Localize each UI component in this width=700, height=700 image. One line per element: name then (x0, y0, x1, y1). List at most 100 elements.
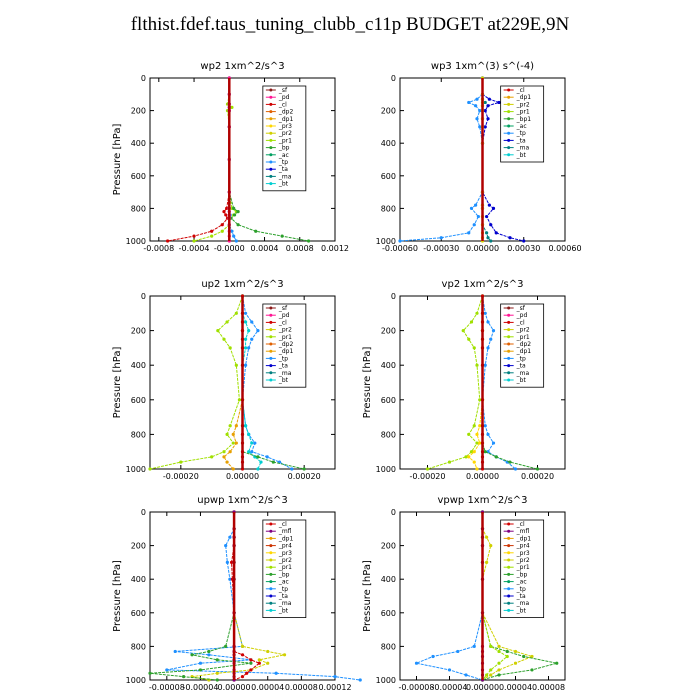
legend-marker (269, 182, 273, 186)
data-point-pr1 (222, 337, 226, 341)
legend-label: _pr2 (516, 327, 530, 334)
legend-marker (507, 110, 511, 114)
data-point-bt (247, 432, 251, 436)
data-point-dp1 (228, 450, 232, 454)
legend-marker (507, 335, 511, 339)
legend-marker (507, 349, 511, 353)
data-point-pr1 (497, 661, 501, 665)
data-point-tp (439, 236, 443, 240)
data-point-cl (220, 223, 224, 227)
data-point-bp (508, 460, 512, 464)
data-point-bt (247, 450, 251, 454)
legend-marker (269, 536, 273, 540)
panel-1: wp2 1xm^2/s^3 Pressure [hPa] 0 200 400 600 800… (112, 61, 349, 253)
data-point-tp (398, 239, 402, 243)
legend-label: _bp (516, 571, 528, 578)
legend-label: _ta (278, 363, 288, 370)
legend-marker (269, 544, 273, 548)
legend-marker (269, 313, 273, 317)
legend-label: _ta (278, 166, 288, 173)
legend-marker (507, 565, 511, 569)
data-point-cl (224, 213, 228, 217)
legend-marker (507, 572, 511, 576)
legend-label: _bt (278, 607, 289, 614)
y-tick-label: 400 (131, 575, 146, 584)
data-point-pr3 (475, 467, 479, 471)
data-point-pr2 (485, 560, 489, 565)
legend-label: _sf (516, 305, 526, 312)
legend-marker (507, 153, 511, 157)
panel-4: vp2 1xm^2/s^3 Pressure [hPa] 0 200 400 600 800… (362, 279, 566, 481)
x-tick-label: 0.00000 (466, 244, 499, 253)
data-point-ta (487, 97, 491, 101)
y-axis-label: Pressure [hPa] (112, 124, 123, 196)
y-tick-label: 1000 (376, 465, 396, 474)
legend-label: _bt (278, 377, 289, 384)
legend-label: _bt (278, 181, 289, 188)
data-point-pr1 (225, 320, 229, 324)
data-point-cl (222, 210, 226, 214)
series-line-tp (414, 512, 483, 681)
y-axis-label: Pressure [hPa] (362, 560, 373, 632)
y-tick-label: 800 (131, 430, 146, 439)
x-tick-label: 0.00000 (466, 683, 499, 692)
legend-label: _dp1 (278, 348, 294, 355)
y-tick-label: 600 (381, 172, 396, 181)
data-point-tp (483, 424, 487, 428)
x-tick-label: -0.00004 (432, 683, 468, 692)
data-point-pr1 (469, 450, 474, 454)
data-point-pr1 (222, 450, 226, 454)
legend-label: _dp2 (278, 341, 294, 348)
y-axis-label: Pressure [hPa] (362, 347, 373, 419)
data-point-dp1 (231, 467, 235, 471)
legend-label: _ma (278, 173, 292, 180)
legend-marker (507, 529, 511, 533)
legend-label: _pr2 (278, 130, 292, 137)
data-point-pr1 (234, 311, 238, 315)
x-tick-label: 0.00000 (466, 472, 499, 481)
legend-label: _pr1 (278, 564, 292, 571)
panel-3: up2 1xm^2/s^3 Pressure [hPa] 0 200 400 600 800… (112, 279, 336, 481)
data-point-pr1 (447, 460, 452, 464)
legend-marker (507, 558, 511, 562)
x-tick-label: -0.00030 (423, 244, 459, 253)
data-point-ta (494, 231, 498, 235)
legend-label: _dp1 (516, 535, 532, 542)
panel-title: upwp 1xm^2/s^3 (197, 495, 287, 506)
y-tick-label: 0 (141, 508, 146, 517)
legend-marker (507, 371, 511, 375)
data-point-tp (230, 229, 234, 233)
legend-label: _pd (516, 312, 528, 319)
legend-marker (507, 88, 511, 92)
data-point-cl (229, 560, 234, 565)
data-point-tp (447, 668, 452, 672)
y-tick-label: 0 (141, 292, 146, 301)
legend-label: _ma (516, 370, 530, 377)
x-tick-label: 0.0004 (251, 244, 279, 253)
y-tick-label: 800 (381, 430, 396, 439)
data-point-bp (280, 234, 284, 238)
legend-label: _pr1 (278, 334, 292, 341)
data-point-pr1 (179, 460, 183, 464)
data-point-bp (232, 213, 237, 217)
y-tick-label: 400 (381, 361, 396, 370)
y-tick-label: 400 (381, 575, 396, 584)
legend-marker (269, 110, 273, 114)
x-tick-label: 0.00030 (507, 244, 540, 253)
panel-title: vp2 1xm^2/s^3 (442, 279, 524, 290)
legend-marker (269, 102, 273, 106)
data-point-ma (485, 231, 489, 235)
y-tick-label: 400 (381, 139, 396, 148)
data-point-pr3 (475, 432, 479, 436)
data-point-ta (522, 239, 526, 243)
data-point-tp (225, 560, 229, 565)
series-line-cl (231, 512, 261, 681)
y-tick-label: 200 (131, 327, 146, 336)
data-point-dp1 (222, 455, 226, 459)
legend-label: _bp (278, 145, 290, 152)
data-point-bp (530, 668, 534, 672)
legend-marker (269, 95, 273, 99)
data-point-cl (249, 668, 253, 672)
data-point-ta (489, 223, 493, 227)
data-point-pr1 (237, 398, 242, 402)
